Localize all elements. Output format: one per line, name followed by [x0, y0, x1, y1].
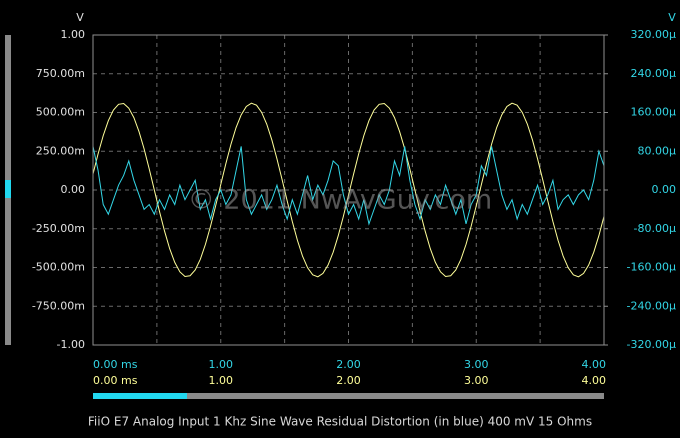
caption: FiiO E7 Analog Input 1 Khz Sine Wave Res… — [88, 415, 592, 429]
watermark: © 2011 NwAvGuy.com — [188, 185, 492, 216]
x2-tick-label: 2.00 — [336, 374, 361, 387]
y2-tick-label: -240.00µ — [627, 299, 676, 312]
y-tick-label: 0.00 — [61, 183, 86, 196]
left-scroll-thumb[interactable] — [5, 180, 11, 198]
y-tick-label: -750.00m — [32, 299, 85, 312]
y-tick-label: -250.00m — [32, 222, 85, 235]
x2-tick-label: 4.00 — [582, 374, 607, 387]
y2-tick-label: 240.00µ — [631, 67, 677, 80]
y-tick-label: 250.00m — [36, 144, 85, 157]
y2-tick-label: -320.00µ — [627, 338, 676, 351]
x-tick-label: 2.00 — [336, 358, 361, 371]
y-axis-unit: V — [76, 11, 84, 24]
y2-tick-label: -80.00µ — [634, 222, 676, 235]
x-tick-label: 4.00 — [582, 358, 607, 371]
bottom-scroll-thumb[interactable] — [93, 393, 187, 399]
y-tick-label: -1.00 — [57, 338, 85, 351]
x-tick-label: 1.00 — [209, 358, 234, 371]
y2-axis-unit: V — [668, 11, 676, 24]
x2-tick-label: 1.00 — [209, 374, 234, 387]
y-tick-label: 750.00m — [36, 67, 85, 80]
y2-tick-label: 320.00µ — [631, 28, 677, 41]
y2-tick-label: 80.00µ — [638, 144, 677, 157]
y-tick-label: 1.00 — [61, 28, 86, 41]
x-tick-label: 3.00 — [464, 358, 489, 371]
x2-tick-label: 0.00 ms — [93, 374, 138, 387]
series-line — [92, 146, 605, 226]
y-tick-label: 500.00m — [36, 106, 85, 119]
x2-tick-label: 3.00 — [464, 374, 489, 387]
y2-tick-label: 0.00 — [652, 183, 677, 196]
y2-tick-label: 160.00µ — [631, 106, 677, 119]
series-line — [92, 102, 605, 278]
y2-tick-label: -160.00µ — [627, 261, 676, 274]
bottom-scrollbar[interactable] — [93, 393, 604, 399]
y-tick-label: -500.00m — [32, 261, 85, 274]
plot — [92, 102, 605, 278]
x-tick-label: 0.00 ms — [93, 358, 138, 371]
